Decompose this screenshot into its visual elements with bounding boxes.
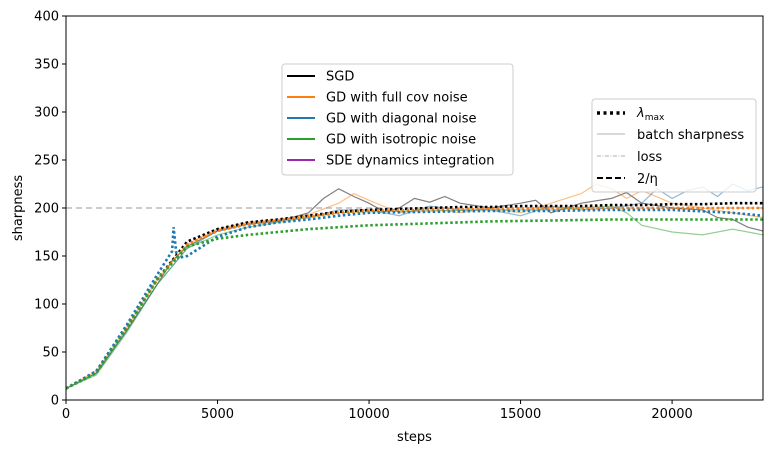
- y-tick-label: 200: [34, 202, 59, 217]
- x-tick-label: 10000: [348, 407, 389, 422]
- series-gd-with-diagonal-noise-batch-sharpness: [66, 183, 763, 390]
- y-tick-label: 50: [42, 346, 59, 361]
- y-tick-label: 150: [34, 250, 59, 265]
- series-sgd-batch-sharpness: [66, 188, 763, 390]
- legend-line-styles: λmax batch sharpness loss 2/η: [591, 98, 757, 193]
- y-tick-label: 0: [51, 394, 59, 409]
- legend-label-gd-with-isotropic-noise: GD with isotropic noise: [326, 133, 476, 148]
- y-tick-label: 250: [34, 154, 59, 169]
- series-gd-with-isotropic-noise-lambda-max: [66, 218, 763, 390]
- y-tick-label: 300: [34, 106, 59, 121]
- legend-batch-sharpness-label: batch sharpness: [637, 128, 744, 143]
- legend-label-sde-dynamics-integration: SDE dynamics integration: [326, 154, 495, 169]
- y-axis-label: sharpness: [11, 175, 26, 242]
- series-sgd-lambda-max: [66, 201, 763, 390]
- y-tick-label: 350: [34, 58, 59, 73]
- legend-label-gd-with-full-cov-noise: GD with full cov noise: [326, 91, 468, 106]
- legend-line-styles-box: [591, 98, 757, 193]
- x-tick-label: 15000: [500, 407, 541, 422]
- series-gd-with-isotropic-noise-batch-sharpness: [66, 205, 763, 390]
- legend-2-over-eta-label: 2/η: [637, 172, 658, 187]
- x-tick-label: 0: [62, 407, 70, 422]
- legend-series: SGD GD with full cov noise GD with diagona…: [281, 63, 514, 176]
- y-tick-label: 100: [34, 298, 59, 313]
- legend-label-sgd: SGD: [326, 70, 354, 85]
- legend-label-gd-with-diagonal-noise: GD with diagonal noise: [326, 112, 477, 127]
- series-gd-with-full-cov-noise-batch-sharpness: [66, 183, 763, 390]
- legend-loss-label: loss: [637, 150, 662, 165]
- y-tick-label: 400: [34, 10, 59, 25]
- x-axis-label: steps: [397, 430, 432, 445]
- legend-series-box: [281, 63, 514, 176]
- series-gd-with-full-cov-noise-lambda-max: [66, 206, 763, 390]
- series-gd-with-diagonal-noise-lambda-max: [66, 208, 763, 390]
- x-tick-label: 20000: [651, 407, 692, 422]
- legend-lambda-max-label: λmax: [636, 106, 665, 123]
- x-tick-label: 5000: [201, 407, 234, 422]
